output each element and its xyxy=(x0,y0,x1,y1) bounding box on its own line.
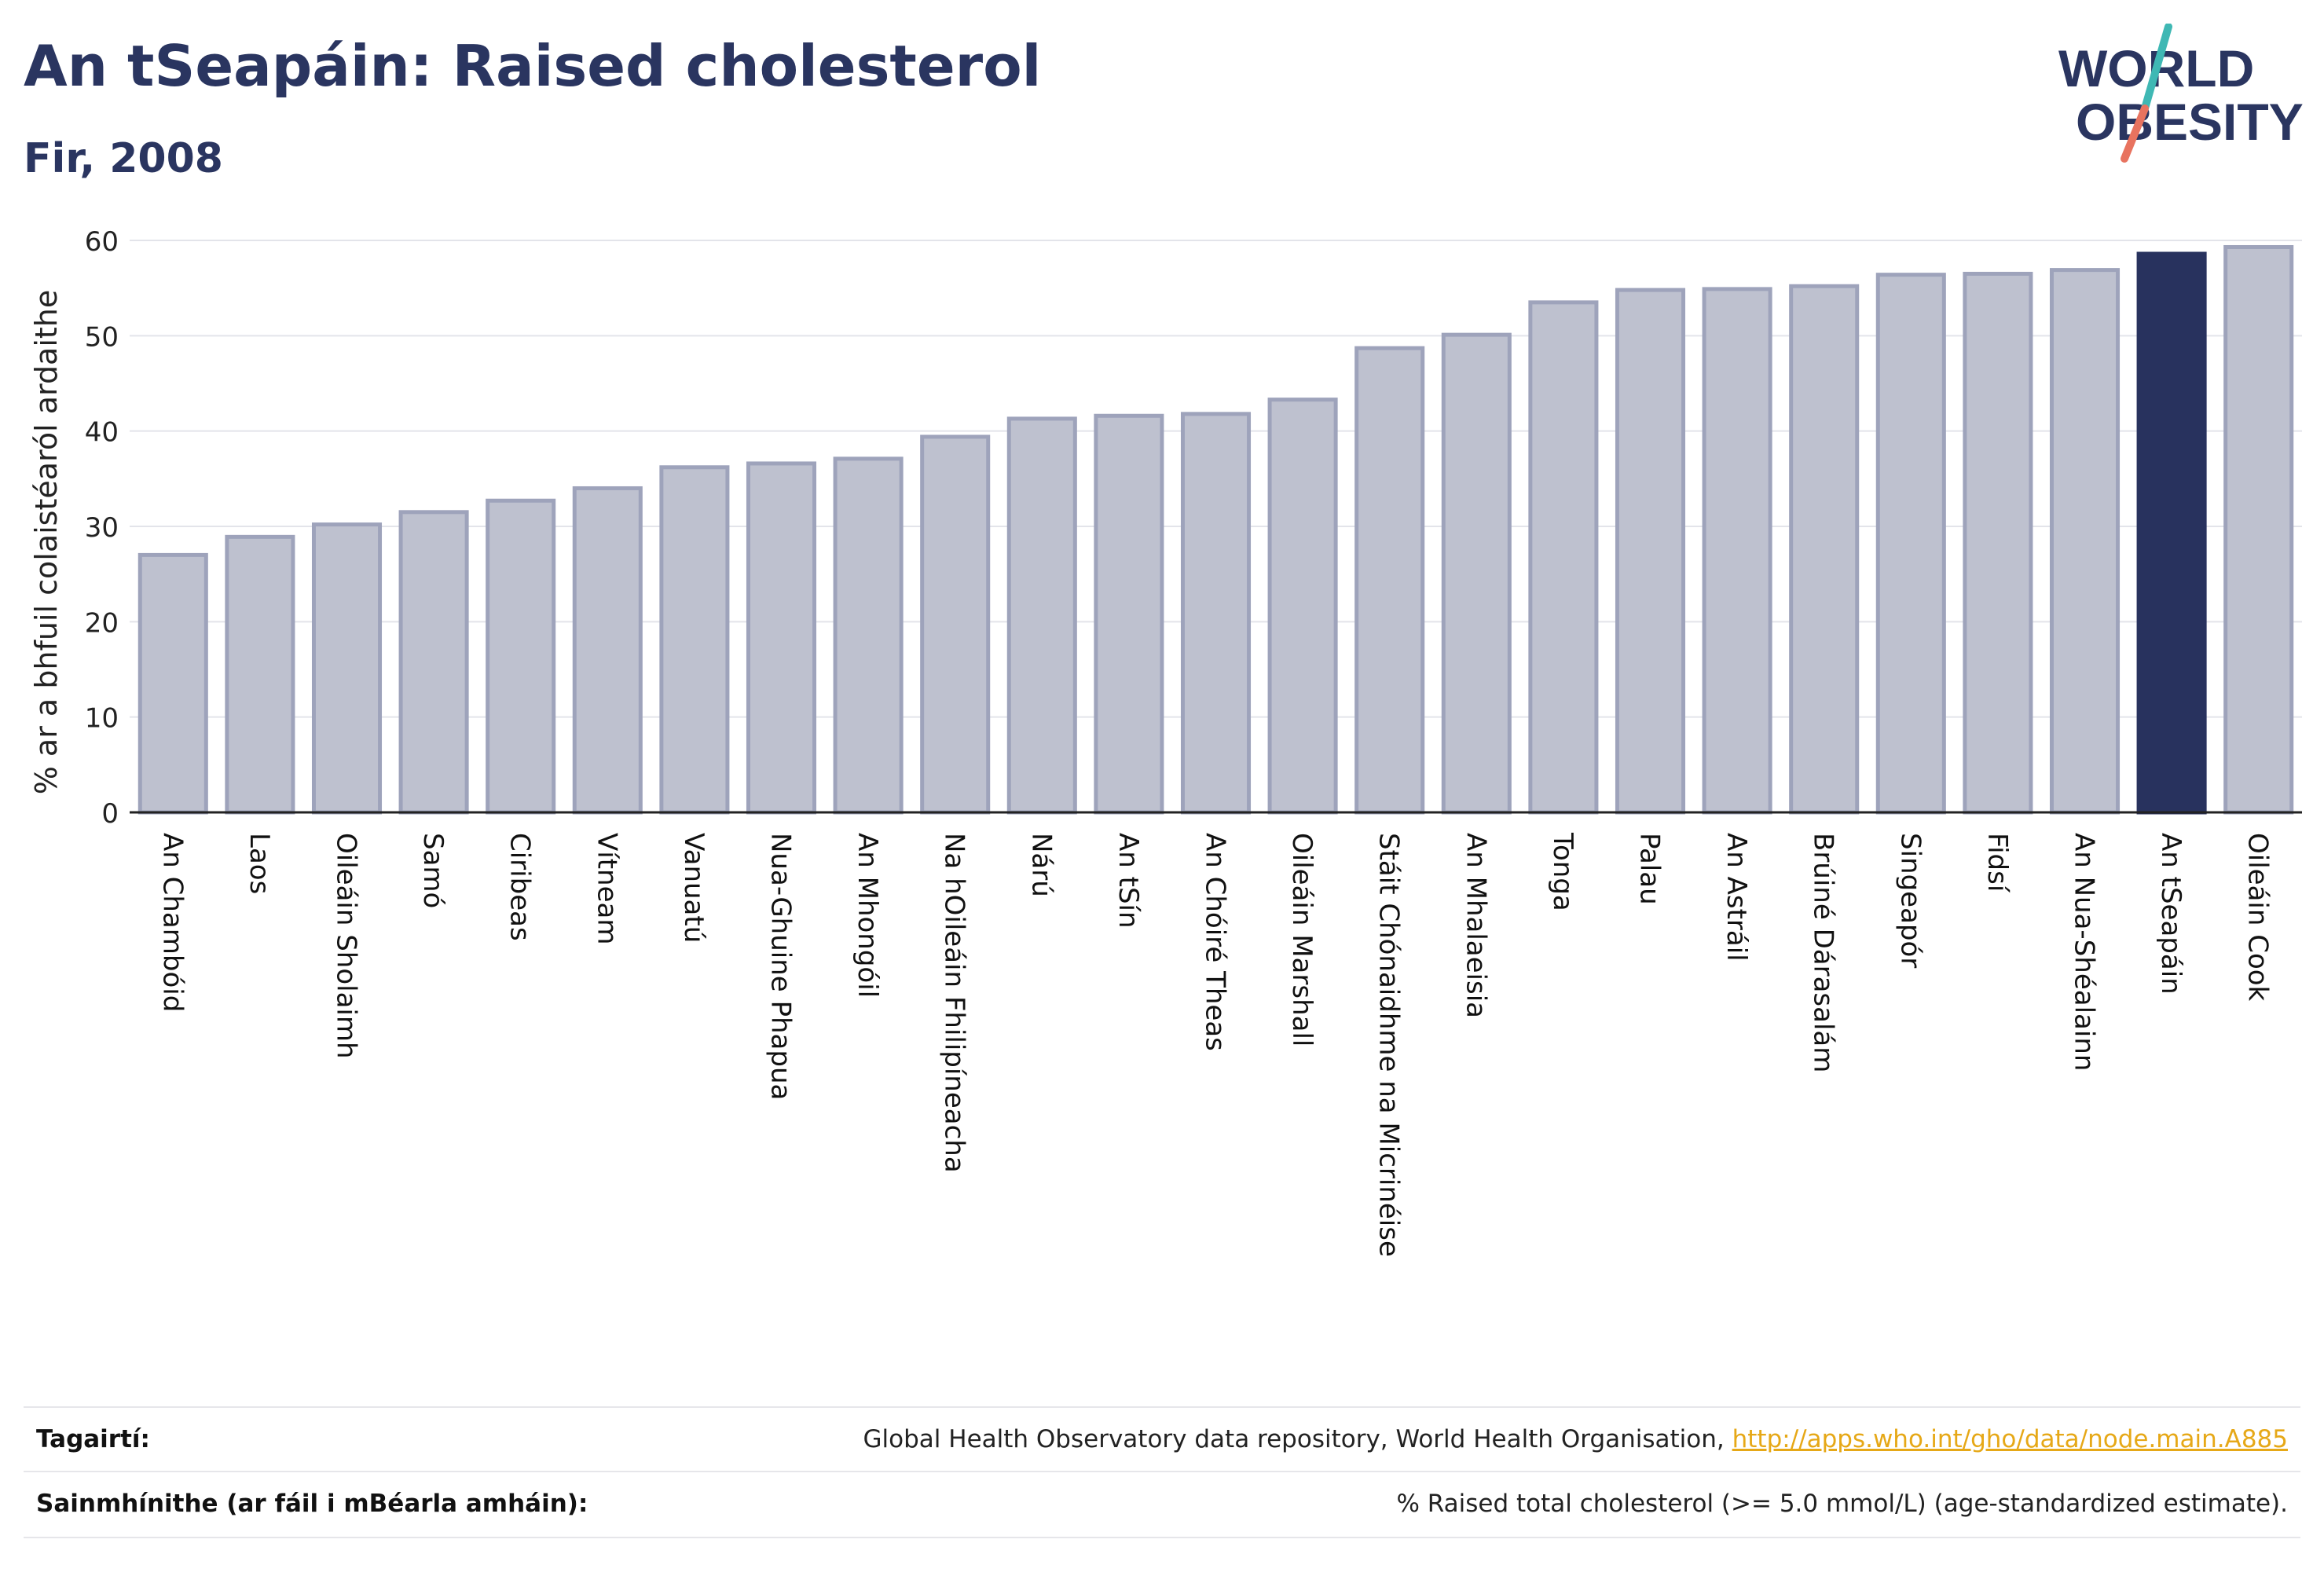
y-tick-label: 50 xyxy=(85,321,119,353)
x-tick-label: Oileáin Marshall xyxy=(1286,833,1318,1046)
x-tick-label: Na hOileáin Fhilipíneacha xyxy=(939,833,970,1173)
bar xyxy=(1789,284,1860,815)
bar xyxy=(225,534,295,815)
bar xyxy=(1702,287,1772,815)
x-tick-label: An Mhalaeisia xyxy=(1460,833,1491,1018)
bar xyxy=(659,465,730,815)
y-tick-label: 10 xyxy=(85,703,119,735)
references-value: Global Health Observatory data repositor… xyxy=(863,1425,2288,1453)
bar xyxy=(311,522,383,815)
x-tick-label: An Chóiré Theas xyxy=(1200,833,1231,1051)
y-tick-label: 20 xyxy=(85,607,119,639)
y-tick-label: 40 xyxy=(85,417,119,449)
logo-slash-teal xyxy=(2141,24,2172,112)
bar-highlighted xyxy=(2136,251,2207,815)
x-tick-label: Oileáin Sholaimh xyxy=(331,833,362,1059)
x-tick-label: An Astráil xyxy=(1721,833,1752,962)
y-tick-label: 30 xyxy=(85,512,119,544)
world-obesity-logo: WORLD OBESITY xyxy=(2058,24,2304,163)
bar xyxy=(833,456,904,815)
y-tick-label: 60 xyxy=(85,226,119,258)
y-tick-label: 0 xyxy=(101,798,119,830)
x-tick-label: Brúiné Dárasalám xyxy=(1808,833,1839,1072)
x-tick-label: Nárú xyxy=(1025,833,1057,897)
x-tick-label: An Mhongóil xyxy=(852,833,883,998)
logo-slash-coral xyxy=(2121,104,2149,163)
x-tick-label: An Chambóid xyxy=(156,833,188,1012)
axis-layer: 0 10 20 30 40 50 60 An Chambóid Laos Oileáin Shol… xyxy=(85,226,2302,1257)
x-tick-label: Vanuatú xyxy=(678,833,709,943)
definitions-value: % Raised total cholesterol (>= 5.0 mmol/… xyxy=(1396,1490,2288,1518)
x-tick-label: Samó xyxy=(417,833,449,908)
bar xyxy=(1615,288,1686,815)
bar xyxy=(572,486,643,815)
bar xyxy=(746,461,817,815)
x-tick-label: An tSeapáin xyxy=(2155,833,2187,995)
x-tick-label: Ciribeas xyxy=(504,833,536,941)
x-tick-label: Tonga xyxy=(1547,832,1578,911)
x-tick-label: Stáit Chónaidhme na Micrinéise xyxy=(1373,833,1405,1257)
x-tick-label: An tSín xyxy=(1113,833,1144,929)
bars-layer xyxy=(137,244,2294,815)
bar xyxy=(2223,244,2294,815)
page-title: An tSeapáin: Raised cholesterol xyxy=(24,33,1042,99)
bar xyxy=(2049,268,2121,815)
bar xyxy=(398,510,469,815)
x-tick-label: Nua-Ghuine Phapua xyxy=(765,833,797,1100)
bar xyxy=(486,498,556,815)
x-tick-label: Singeapór xyxy=(1894,833,1926,968)
x-tick-label: Fidsí xyxy=(1981,833,2013,893)
definitions-row: Sainmhínithe (ar fáil i mBéarla amháin):… xyxy=(24,1471,2300,1538)
bar xyxy=(1875,273,1946,815)
bar xyxy=(1267,398,1338,815)
definitions-label: Sainmhínithe (ar fáil i mBéarla amháin): xyxy=(36,1490,588,1518)
references-row: Tagairtí: Global Health Observatory data… xyxy=(24,1406,2300,1472)
references-text: Global Health Observatory data repositor… xyxy=(863,1425,1732,1453)
x-tick-label: Oileáin Cook xyxy=(2242,833,2274,1002)
bar xyxy=(1006,416,1077,815)
bar-chart: 0 10 20 30 40 50 60 An Chambóid Laos Oileáin Shol… xyxy=(29,226,2302,1257)
logo-line-obesity: OBESITY xyxy=(2076,93,2304,151)
x-tick-label: Vítneam xyxy=(591,833,622,944)
x-tick-label: An Nua-Shéalainn xyxy=(2069,833,2100,1071)
page-subtitle: Fir, 2008 xyxy=(24,135,223,182)
bar xyxy=(137,552,208,815)
bar xyxy=(1441,332,1512,815)
x-tick-label: Laos xyxy=(244,833,275,894)
x-tick-label: Palau xyxy=(1634,833,1666,905)
bar xyxy=(1528,300,1599,815)
bar xyxy=(1094,413,1164,815)
bar xyxy=(1354,346,1425,815)
y-axis-label: % ar a bhfuil colaistéaról ardaithe xyxy=(29,290,64,795)
bar xyxy=(920,434,991,815)
bar xyxy=(1963,271,2033,815)
bar xyxy=(1180,412,1252,815)
references-label: Tagairtí: xyxy=(36,1425,150,1453)
references-link[interactable]: http://apps.who.int/gho/data/node.main.A… xyxy=(1732,1425,2288,1453)
